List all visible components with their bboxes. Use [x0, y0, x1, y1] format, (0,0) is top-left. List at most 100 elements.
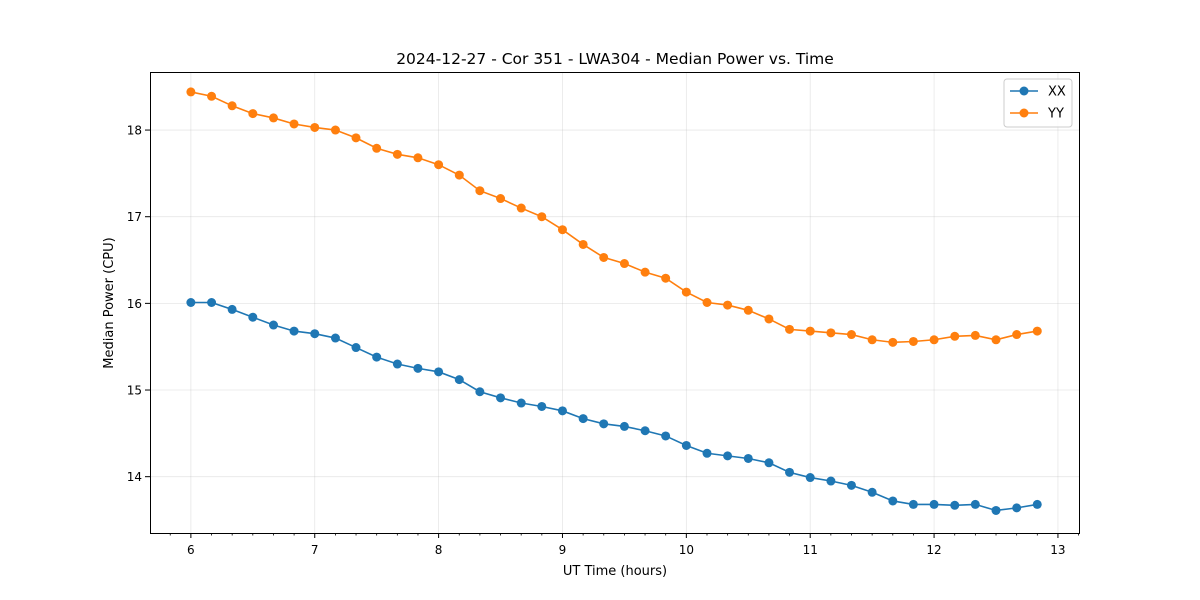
series-xx-point: [227, 304, 237, 314]
series-yy-point: [929, 335, 939, 345]
series-yy-point: [248, 109, 258, 119]
x-tick-label: 8: [435, 543, 443, 557]
series-xx-point: [970, 499, 980, 509]
series-xx-point: [743, 453, 753, 463]
series-xx-point: [268, 320, 278, 330]
series-xx-point: [557, 406, 567, 416]
series-xx-point: [372, 352, 382, 362]
series-yy-point: [310, 122, 320, 132]
series-xx-point: [351, 343, 361, 353]
legend-yy-marker: [1019, 108, 1029, 118]
series-xx-point: [248, 312, 258, 322]
series-xx-point: [186, 298, 196, 307]
x-axis-label: UT Time (hours): [563, 564, 667, 579]
series-yy-point: [227, 101, 237, 111]
series-yy-point: [970, 330, 980, 340]
x-tick-label: 11: [803, 543, 818, 557]
plot-frame: [150, 72, 1080, 534]
series-xx-point: [1032, 499, 1042, 509]
series-xx-point: [888, 496, 898, 506]
series-yy-point: [475, 186, 485, 196]
chart-title: 2024-12-27 - Cor 351 - LWA304 - Median P…: [396, 50, 834, 68]
series-yy-point: [207, 91, 217, 101]
series-yy-point: [434, 160, 444, 170]
series-xx-point: [392, 359, 402, 369]
series-xx-point: [516, 398, 526, 408]
series-yy-point: [599, 252, 609, 262]
series-xx-point: [681, 440, 691, 450]
x-tick-label: 6: [187, 543, 195, 557]
series-xx-point: [950, 500, 960, 510]
series-yy-point: [805, 326, 815, 336]
series-yy-point: [640, 267, 650, 277]
series-xx-point: [640, 426, 650, 436]
series-yy-point: [1032, 326, 1042, 336]
series-xx-point: [661, 431, 671, 441]
series-xx-point: [413, 363, 423, 373]
series-xx: [186, 298, 1042, 515]
series-yy-point: [289, 119, 299, 129]
series-xx-point: [929, 499, 939, 509]
y-axis: 14 15 16 17 18: [127, 124, 150, 484]
series-xx-point: [846, 480, 856, 490]
y-tick-label: 14: [127, 470, 142, 484]
series-xx-point: [826, 476, 836, 486]
series-yy-point: [743, 305, 753, 315]
series-yy-point: [702, 298, 712, 307]
series-yy-point: [351, 133, 361, 143]
series-yy-point: [723, 300, 733, 310]
series-xx-point: [330, 333, 340, 343]
x-tick-label: 7: [311, 543, 319, 557]
legend: XX YY: [1003, 78, 1073, 128]
series-xx-point: [578, 414, 588, 424]
series-yy-point: [537, 212, 547, 222]
series-yy-point: [186, 87, 196, 97]
series-xx-point: [619, 421, 629, 431]
series-yy-point: [557, 225, 567, 235]
series-yy-point: [578, 239, 588, 249]
series-xx-point: [599, 419, 609, 429]
legend-xx-marker: [1019, 86, 1029, 96]
series-xx-point: [723, 451, 733, 461]
legend-xx-label: XX: [1048, 85, 1066, 100]
x-tick-label: 10: [679, 543, 694, 557]
series-xx-point: [764, 458, 774, 468]
series-layer: [186, 87, 1042, 515]
series-yy-point: [496, 194, 506, 204]
series-yy-point: [413, 153, 423, 163]
series-yy-point: [764, 314, 774, 324]
series-xx-point: [805, 473, 815, 483]
series-yy-point: [867, 335, 877, 345]
y-tick-label: 17: [127, 210, 142, 224]
series-xx-point: [908, 499, 918, 509]
x-axis: 6 7 8 9 10 11 12 13: [169, 533, 1079, 557]
x-tick-label: 9: [559, 543, 567, 557]
series-xx-point: [1012, 503, 1022, 513]
series-yy-point: [888, 337, 898, 347]
series-yy-point: [950, 331, 960, 341]
series-yy-point: [1012, 330, 1022, 340]
series-yy-point: [785, 324, 795, 334]
series-xx-point: [991, 505, 1001, 515]
series-yy-point: [516, 203, 526, 213]
series-yy-point: [392, 149, 402, 159]
series-yy-point: [268, 113, 278, 123]
series-yy-point: [991, 335, 1001, 345]
series-xx-point: [867, 487, 877, 497]
series-yy: [186, 87, 1042, 347]
y-tick-label: 18: [127, 124, 142, 138]
series-xx-point: [537, 401, 547, 411]
series-xx-point: [207, 298, 217, 307]
legend-yy-label: YY: [1047, 107, 1064, 122]
y-axis-label: Median Power (CPU): [102, 237, 117, 368]
series-xx-point: [496, 393, 506, 403]
series-yy-point: [454, 170, 464, 180]
series-xx-point: [785, 467, 795, 477]
series-xx-point: [289, 326, 299, 336]
series-xx-point: [454, 375, 464, 385]
series-yy-point: [826, 328, 836, 338]
x-tick-label: 13: [1050, 543, 1065, 557]
y-tick-label: 16: [127, 297, 142, 311]
